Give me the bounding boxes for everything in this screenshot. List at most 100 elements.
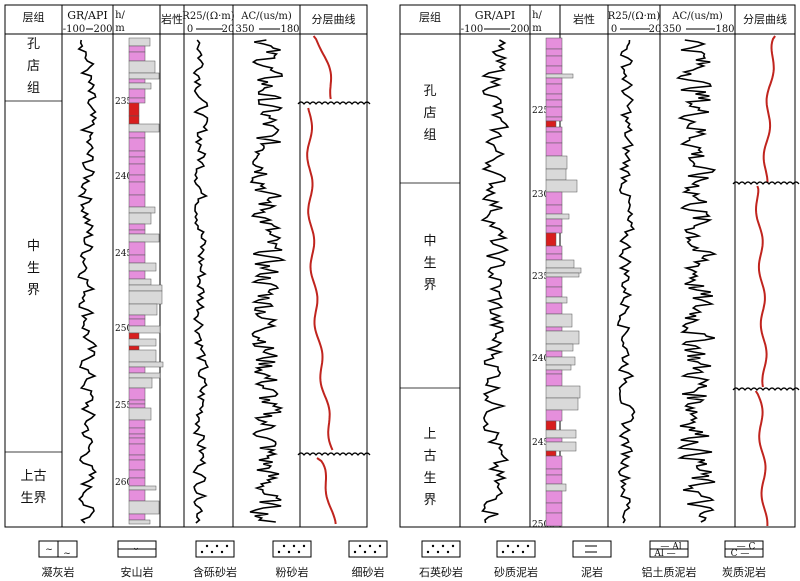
right_panel-lithology-block <box>545 99 563 108</box>
pebbly-sandstone-pattern-icon <box>195 540 235 558</box>
left_panel-formation-label-2-char: 上古 <box>20 469 46 484</box>
left_panel-lithology-block <box>128 206 156 214</box>
right_panel-ac-scale-min: 350 <box>662 24 681 35</box>
left_panel-depth-label: 2550 <box>115 401 138 411</box>
left_panel-lithology-block <box>128 303 158 316</box>
symbol-mark: — Al <box>660 542 681 552</box>
left_panel-strat-curve-segment <box>306 107 334 451</box>
right_panel-frame <box>399 4 796 528</box>
right_panel-lithology-block <box>545 483 567 492</box>
right_panel-lithology-block <box>545 120 557 128</box>
left_panel-r25-scale-min: 0 <box>187 24 193 35</box>
left_panel-lithology-block <box>128 229 146 235</box>
dot-mark <box>297 550 301 554</box>
right_panel-unconformity-line <box>732 387 800 391</box>
right_panel-ac-scale-max: 180 <box>715 24 734 35</box>
dot-mark <box>353 550 357 554</box>
right_panel-lithology-block <box>545 106 563 118</box>
left_panel-formation-label-0-char: 组 <box>27 81 40 96</box>
left_panel-lithology-block <box>128 437 146 445</box>
right_panel-gr-curve <box>480 39 510 524</box>
dot-mark <box>282 544 286 548</box>
left_panel-lithology-block <box>128 88 146 99</box>
right_panel-lithology-block <box>545 77 563 85</box>
right_panel-lithology-block <box>545 474 563 485</box>
right_panel-lithology-block <box>545 168 567 181</box>
right_panel-lithology-block <box>545 213 570 220</box>
left_panel-lithology-block <box>128 345 140 351</box>
right_panel-lithology-block <box>545 142 563 157</box>
right_panel-formation-label-0: 孔店组 <box>423 84 436 143</box>
right_panel-r25-scale-max: 20 <box>649 24 662 35</box>
right_panel-lithology-block <box>545 131 563 144</box>
left_panel-formation-label-0-char: 店 <box>27 59 40 74</box>
right_panel-lithology-block <box>545 267 582 274</box>
right_panel-gr-scale-max: 200 <box>510 24 529 35</box>
right_panel-lithology-block <box>545 429 577 439</box>
left_panel-depth-label: 2600 <box>115 478 138 488</box>
right_panel-header-layer-group: 层组 <box>419 10 441 24</box>
right_panel-lithology-block <box>545 73 574 79</box>
left_panel-lithology-block <box>128 500 160 515</box>
dot-mark <box>200 550 204 554</box>
dot-mark <box>506 544 510 548</box>
legend-item-3: 粉砂岩 <box>272 540 312 579</box>
left_panel-lithology-block <box>128 513 146 521</box>
left_panel-lithology-block <box>128 37 151 47</box>
left_panel-lithology-block <box>128 454 146 461</box>
dot-mark <box>431 544 435 548</box>
legend-label-2: 含砾砂岩 <box>193 565 237 579</box>
left_panel-lithology-block <box>128 519 151 525</box>
left_panel-header-gr: GR/API <box>67 9 107 22</box>
right_panel-lithology-block <box>545 204 563 215</box>
mudstone-pattern-icon <box>572 540 612 558</box>
left_panel-lithology-block <box>128 366 146 374</box>
right_panel-lithology-block <box>545 512 563 527</box>
left_panel-lithology-block <box>128 407 152 421</box>
legend-item-7: 泥岩 <box>572 540 612 579</box>
sandy-mudstone-pattern-icon <box>496 540 536 558</box>
right_panel-formation-label-1: 中生界 <box>423 234 436 293</box>
left_panel-lithology-block <box>128 477 146 487</box>
left_panel-formation-label-1-char: 界 <box>27 283 40 298</box>
symbol-mark: C — <box>731 549 750 559</box>
legend-item-6: 砂质泥岩 <box>494 540 538 579</box>
right_panel-lithology-block <box>545 373 563 387</box>
left_panel-header-lithology: 岩性 <box>161 12 183 26</box>
left_panel-lithology-block <box>128 338 157 347</box>
left_panel-depth-label: 2450 <box>115 249 138 259</box>
left_panel-lithology-block <box>128 131 146 139</box>
right_panel-formation-label-1-char: 界 <box>423 278 436 293</box>
left_panel-ac-scale-max: 180 <box>280 24 299 35</box>
left_panel-lithology-block <box>128 212 152 225</box>
right_panel-lithology-block <box>545 253 563 261</box>
dot-mark <box>358 544 362 548</box>
left_panel-lithology-block <box>128 427 146 435</box>
dot-mark <box>287 550 291 554</box>
left_panel-lithology-block <box>128 485 157 491</box>
right_panel-lithology-block <box>545 420 557 431</box>
quartz-sandstone-pattern-icon <box>421 540 461 558</box>
right_panel-lithology-block <box>545 296 568 304</box>
right_panel-header-r25: R25/(Ω·m) <box>608 11 660 22</box>
right_panel-lithology-block <box>545 245 563 255</box>
right_panel-lithology-block <box>545 326 563 332</box>
symbol-mark: — C <box>737 542 756 552</box>
left_panel-lithology-block <box>128 318 146 327</box>
right_panel-formation-label-2-char: 生 <box>423 471 436 486</box>
right_panel-formation-label-2-char: 上 <box>423 427 436 442</box>
left_panel-lithology-block <box>128 60 156 74</box>
left_panel-ac-curve <box>249 39 287 523</box>
fine-sandstone-pattern-icon <box>348 540 388 558</box>
legend-item-9: — CC — 炭质泥岩 <box>722 540 766 579</box>
left_panel-lithology-block <box>128 97 146 104</box>
tuff-mark: ~ <box>63 549 71 559</box>
left_panel-lithology-block <box>128 489 146 502</box>
legend-label-0: 凝灰岩 <box>42 565 75 579</box>
left_panel-lithology-block <box>128 459 146 471</box>
legend-item-5: 石英砂岩 <box>419 540 463 579</box>
left_panel-frame <box>4 4 368 528</box>
